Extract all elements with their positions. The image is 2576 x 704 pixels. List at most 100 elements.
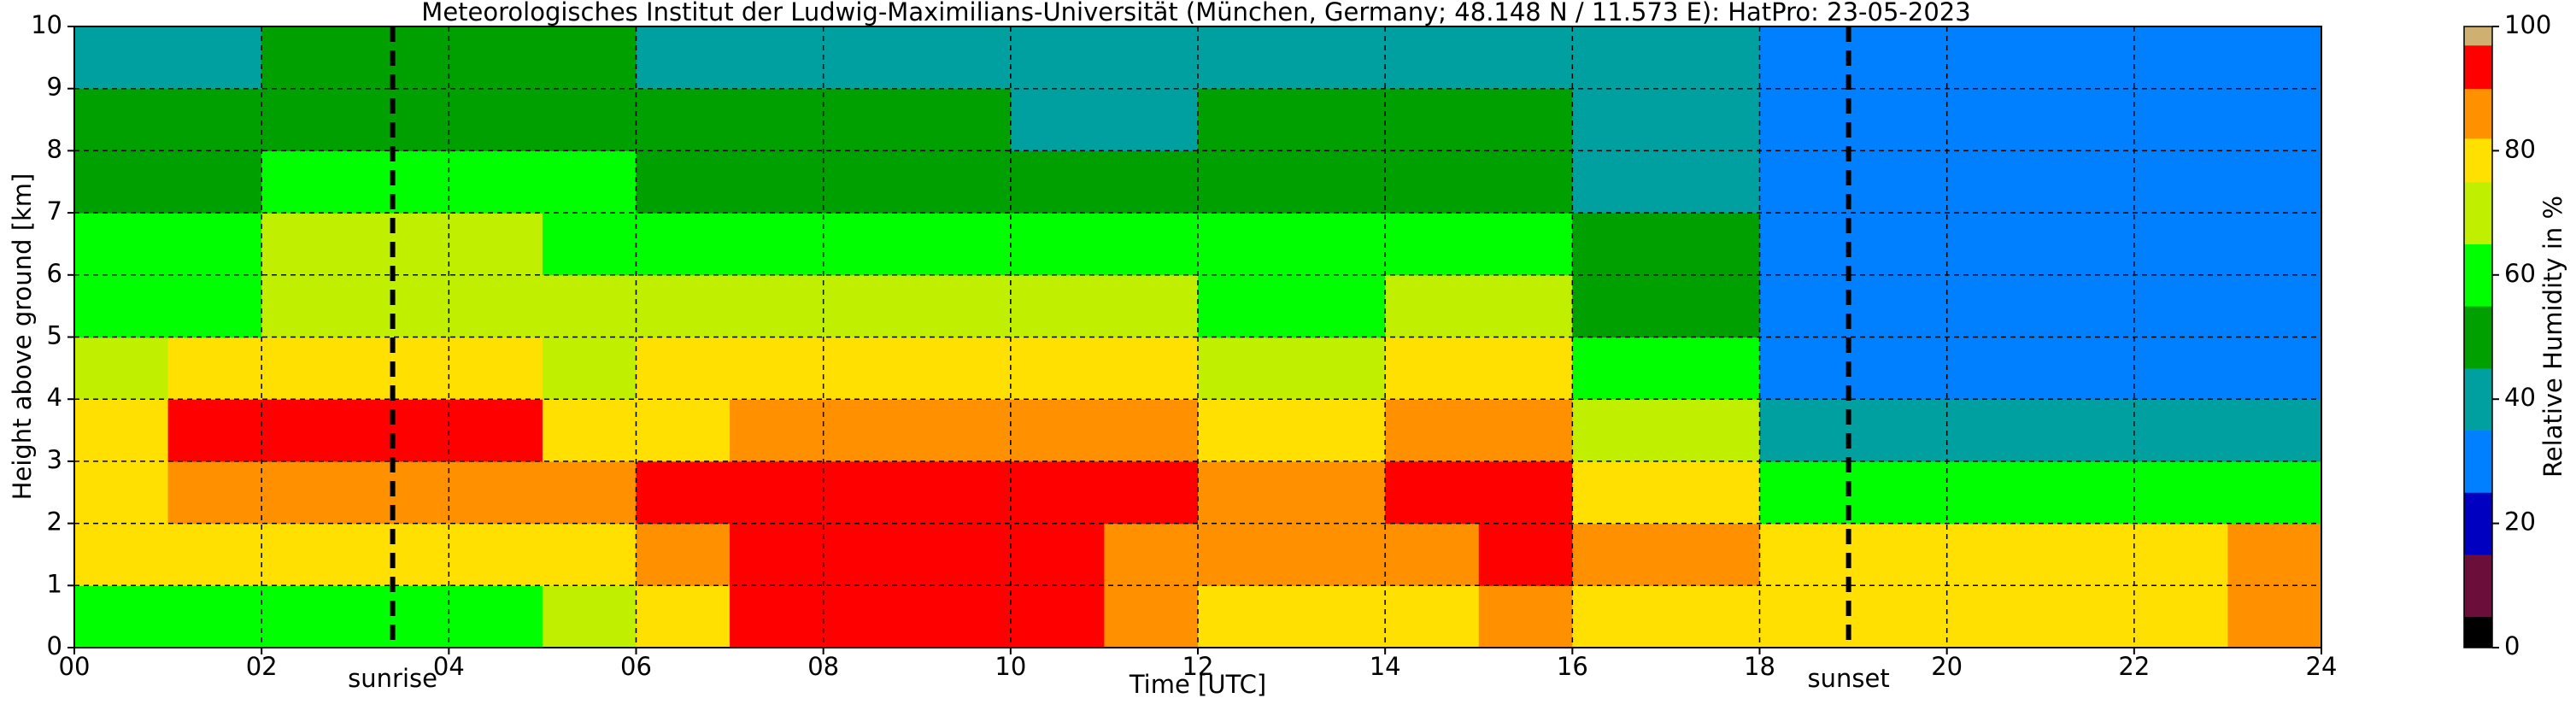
heat-cell: [1291, 26, 1386, 90]
heat-cell: [1198, 337, 1293, 400]
heat-cell: [2040, 150, 2135, 214]
heat-cell: [74, 26, 169, 90]
heat-cell: [1104, 585, 1199, 648]
heat-cell: [355, 337, 449, 400]
heat-cell: [823, 213, 918, 276]
heat-cell: [1572, 461, 1667, 525]
heat-cell: [2227, 88, 2322, 151]
x-tick-label: 16: [1557, 652, 1588, 681]
heat-cell: [2227, 337, 2322, 400]
colorbar-block: [2464, 492, 2492, 555]
colorbar-tick-label: 80: [2504, 134, 2536, 163]
heat-cell: [355, 523, 449, 586]
heat-cell: [74, 274, 169, 337]
heat-cell: [167, 523, 262, 586]
heat-cell: [730, 274, 824, 337]
heat-cell: [2133, 274, 2228, 337]
heat-cell: [449, 461, 543, 525]
heat-cell: [1759, 523, 1854, 586]
heat-cell: [1010, 523, 1105, 586]
heat-cell: [917, 150, 1012, 214]
heat-cell: [1759, 461, 1854, 525]
heat-cell: [1759, 337, 1854, 400]
heat-cell: [1478, 88, 1573, 151]
heat-cell: [1198, 213, 1293, 276]
heat-cell: [449, 213, 543, 276]
heat-cell: [1198, 585, 1293, 648]
heat-cell: [1104, 274, 1199, 337]
x-tick-label: 04: [433, 652, 465, 681]
heat-cell: [1385, 523, 1480, 586]
heat-cell: [1104, 523, 1199, 586]
heat-cell: [1291, 399, 1386, 462]
heat-cell: [2227, 150, 2322, 214]
colorbar-block: [2464, 26, 2492, 46]
heat-cell: [730, 523, 824, 586]
heat-cell: [2040, 213, 2135, 276]
heat-cell: [1853, 461, 1948, 525]
heat-cell: [636, 399, 731, 462]
heat-cell: [449, 337, 543, 400]
heat-cell: [167, 26, 262, 90]
heat-cell: [1478, 26, 1573, 90]
heat-cell: [2040, 523, 2135, 586]
heat-cell: [261, 461, 356, 525]
heat-cell: [1291, 461, 1386, 525]
colorbar-tick-label: 60: [2504, 259, 2536, 288]
heat-cell: [449, 88, 543, 151]
heat-cell: [167, 150, 262, 214]
heat-cell: [823, 26, 918, 90]
colorbar-block: [2464, 306, 2492, 369]
heat-cell: [917, 399, 1012, 462]
heat-cell: [2040, 399, 2135, 462]
heat-cell: [1010, 150, 1105, 214]
heat-cell: [1759, 88, 1854, 151]
y-tick-label: 4: [47, 383, 62, 412]
heat-cell: [1104, 88, 1199, 151]
heat-cell: [1759, 274, 1854, 337]
heat-cell: [1478, 274, 1573, 337]
heat-cell: [1478, 523, 1573, 586]
heat-cell: [2227, 523, 2322, 586]
heat-cell: [917, 337, 1012, 400]
heat-cell: [261, 337, 356, 400]
heat-cell: [636, 337, 731, 400]
heat-cell: [1385, 274, 1480, 337]
heat-cell: [1198, 274, 1293, 337]
heat-cell: [1946, 585, 2041, 648]
heat-cell: [1572, 88, 1667, 151]
y-tick-label: 10: [31, 10, 62, 39]
heat-cell: [261, 274, 356, 337]
heat-cell: [1104, 337, 1199, 400]
heat-cell: [1478, 213, 1573, 276]
heat-cell: [261, 213, 356, 276]
heat-cell: [542, 88, 637, 151]
heat-cell: [1946, 150, 2041, 214]
heat-cell: [449, 523, 543, 586]
heat-cell: [1665, 523, 1760, 586]
x-tick-label: 10: [995, 652, 1026, 681]
heat-cell: [823, 399, 918, 462]
heat-cell: [1665, 213, 1760, 276]
heat-cell: [449, 585, 543, 648]
x-tick-label: 18: [1744, 652, 1775, 681]
heat-cell: [1759, 150, 1854, 214]
heat-cell: [1010, 585, 1105, 648]
heat-cell: [167, 213, 262, 276]
heat-cell: [1946, 523, 2041, 586]
colorbar-block: [2464, 138, 2492, 183]
heat-cell: [167, 585, 262, 648]
heat-cell: [2227, 213, 2322, 276]
heat-cell: [1946, 399, 2041, 462]
heat-cell: [1572, 523, 1667, 586]
x-tick-label: 12: [1182, 652, 1214, 681]
heat-cell: [74, 461, 169, 525]
heat-cell: [1010, 213, 1105, 276]
heat-cell: [2227, 461, 2322, 525]
heat-cell: [1198, 461, 1293, 525]
heat-cell: [355, 461, 449, 525]
heat-cell: [823, 523, 918, 586]
colorbar-block: [2464, 88, 2492, 139]
colorbar-block: [2464, 243, 2492, 307]
